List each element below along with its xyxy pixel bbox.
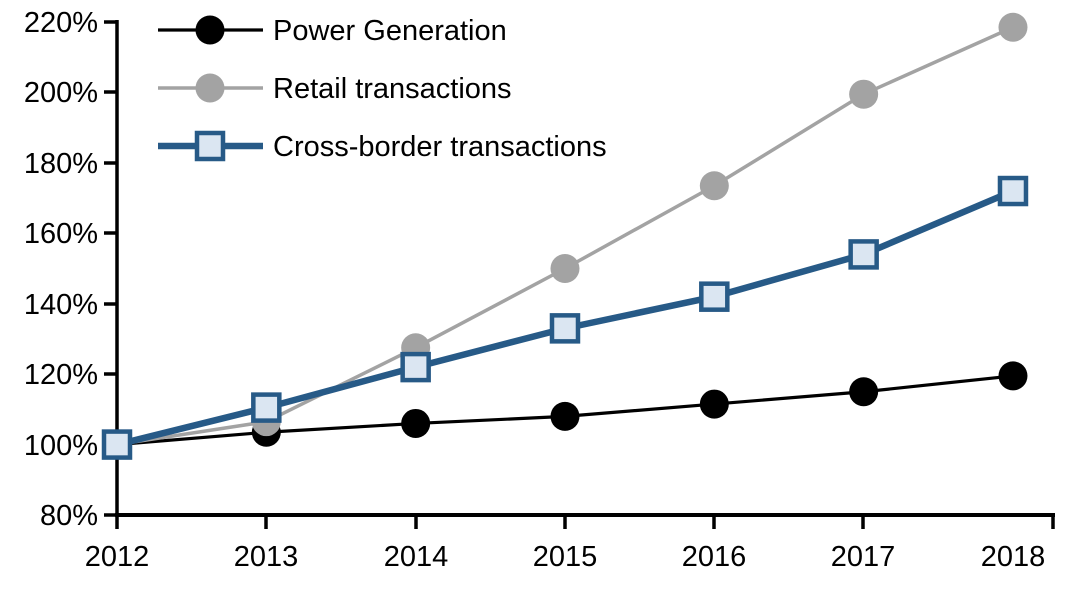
- cross-border-transactions-point-2013: [251, 392, 282, 423]
- retail-transactions-point-2017: [849, 79, 879, 109]
- legend-item-cross-border-transactions: Cross-border transactions: [158, 130, 607, 163]
- y-tick-label: 80%: [40, 500, 98, 532]
- legend-label: Retail transactions: [273, 73, 512, 105]
- y-tick-label: 200%: [24, 77, 98, 109]
- x-tick-label: 2014: [384, 541, 449, 573]
- y-axis: 220% 200% 180% 160% 140% 120% 100% 80%: [24, 7, 119, 532]
- cross-border-transactions-point-2012: [101, 429, 133, 460]
- y-tick-label: 160%: [24, 218, 98, 250]
- retail-transactions-point-2016: [699, 171, 729, 201]
- legend-circle-marker: [195, 15, 225, 45]
- x-tick-label: 2017: [831, 541, 896, 573]
- y-tick-label: 140%: [24, 289, 98, 321]
- x-axis: 2012 2013 2014 2015 2016 2017 2018: [85, 513, 1055, 573]
- power-generation-point-2016: [699, 389, 729, 419]
- legend-item-power-generation: Power Generation: [158, 15, 507, 47]
- retail-transactions-line: [116, 25, 1014, 447]
- y-tick-label: 100%: [24, 430, 98, 462]
- y-tick-label: 120%: [24, 359, 98, 391]
- retail-transactions-point-2018: [998, 12, 1028, 42]
- legend-label: Cross-border transactions: [273, 131, 607, 163]
- x-tick-label: 2018: [981, 541, 1046, 573]
- legend-label: Power Generation: [273, 15, 507, 47]
- power-generation-point-2015: [550, 401, 580, 431]
- x-tick-label: 2015: [533, 541, 598, 573]
- legend: Power Generation Retail transactions Cro…: [158, 15, 607, 163]
- cross-border-transactions-point-2016: [699, 281, 730, 312]
- y-tick-label: 180%: [24, 148, 98, 180]
- cross-border-transactions-point-2017: [848, 239, 879, 270]
- cross-border-transactions-point-2018: [997, 175, 1029, 207]
- y-tick-label: 220%: [24, 7, 98, 39]
- x-tick-label: 2016: [682, 541, 747, 573]
- x-tick-label: 2013: [234, 541, 299, 573]
- power-generation-point-2014: [401, 408, 431, 438]
- legend-circle-marker: [195, 73, 225, 103]
- power-generation-point-2018: [998, 361, 1028, 391]
- retail-transactions-point-2015: [550, 254, 580, 283]
- series-layer: [101, 12, 1029, 460]
- x-tick-label: 2012: [85, 541, 150, 573]
- legend-square-marker: [194, 130, 226, 162]
- cross-border-transactions-point-2014: [400, 351, 431, 383]
- power-generation-point-2017: [849, 377, 879, 407]
- cross-border-transactions-point-2015: [549, 313, 581, 344]
- legend-item-retail-transactions: Retail transactions: [158, 73, 512, 105]
